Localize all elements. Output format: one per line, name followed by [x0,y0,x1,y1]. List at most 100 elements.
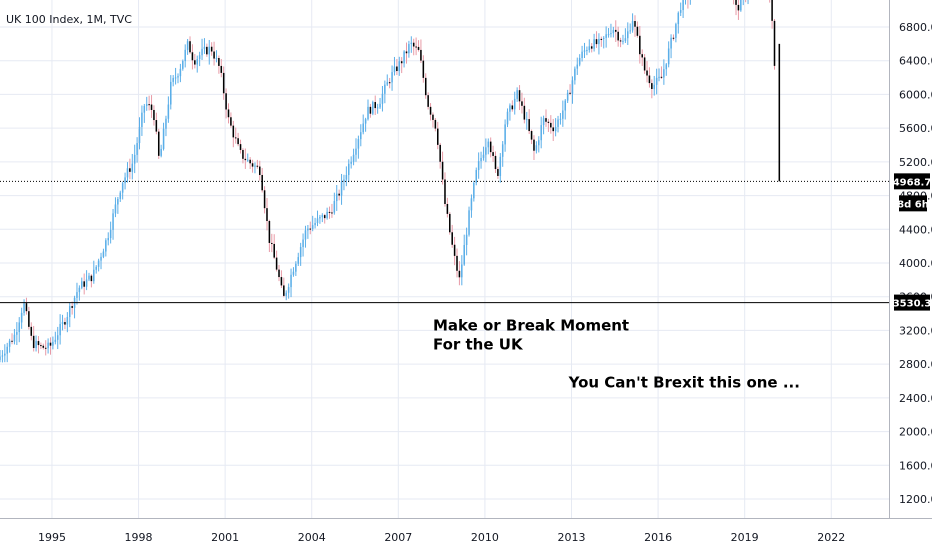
candle [93,260,95,284]
candle [13,328,16,345]
candle [350,156,352,169]
candle-body [672,37,675,39]
candle [129,158,131,180]
candle [18,317,21,343]
x-tick-label: 2007 [384,531,412,544]
candle [557,115,559,133]
candle [458,261,461,286]
candle-body [30,326,33,336]
candle [109,221,112,244]
candle [559,113,562,125]
chart-title: UK 100 Index, 1M, TVC [6,13,132,26]
candle-body [420,49,422,61]
candle-body [76,292,78,298]
candle-body [778,43,781,182]
candle-body [283,285,285,296]
candle-body [256,165,259,167]
candle [307,224,309,239]
candle-body [285,292,288,296]
candle-body [624,38,627,41]
candle [682,0,684,18]
candle-body [61,322,64,325]
candle-body [278,269,280,278]
candle-body [232,125,235,138]
candle-body [468,210,470,235]
candle [629,23,631,34]
candle [523,97,526,124]
candle [266,197,268,231]
candle [641,49,643,66]
candle [172,75,174,87]
candle [477,152,480,179]
candle [434,118,437,132]
candle [319,214,321,224]
candle-body [302,239,304,248]
x-axis-ticks: 1995 1998 2001 2004 2007 2010 2013 2016 2019 2022 [38,531,845,544]
candle [398,56,401,76]
candle-body [566,92,569,101]
y-tick-label: 1200.0 [899,493,932,506]
candle [552,118,554,141]
candle [16,322,18,345]
candle-body [230,117,232,126]
candle-body [557,119,559,128]
candle-body [117,198,119,205]
chart-annotation[interactable]: You Can't Brexit this one ... [568,374,800,392]
x-tick-label: 2010 [471,531,499,544]
candle [278,264,280,282]
candle [773,18,776,70]
candle-body [136,143,138,155]
candle [485,138,487,163]
candle-body [576,64,579,69]
candle [206,43,208,57]
candle-body [299,247,302,258]
candle [203,38,206,54]
candle-body [412,42,415,47]
candle [170,75,172,110]
candle-body [131,163,134,172]
candle [740,0,742,12]
candle-body [254,165,256,167]
candle-body [203,46,206,49]
candle-body [328,211,331,213]
candle [379,97,381,109]
candle [97,258,100,272]
candle [68,302,71,328]
candle-body [275,257,278,270]
candle [376,103,379,114]
candle [614,20,617,42]
candle-body [100,256,102,261]
candle [230,112,232,128]
candle [138,117,141,150]
price-levels [0,180,889,304]
candle [364,117,367,132]
candle-body [473,182,475,199]
candle [275,250,278,272]
candle [49,337,52,355]
candle [35,335,37,352]
candle-body [441,161,444,180]
candle-body [25,303,28,312]
candle-body [429,106,432,115]
chart-annotation[interactable]: Make or Break Moment For the UK [433,316,629,353]
candle-body [439,144,441,162]
candle [340,173,343,205]
candle [427,92,429,110]
candle [677,11,680,34]
candle [494,151,497,174]
candle-body [66,317,69,325]
price-tags: 4968.7 3530.3 8d 6h [893,173,931,311]
candle [396,59,398,76]
candle [107,232,110,246]
candle-body [295,263,297,272]
candle-body [6,346,8,354]
candle [4,344,6,363]
candle-body [280,277,283,286]
candle-body [44,347,47,349]
candle [660,66,663,79]
candle [148,95,150,111]
candle-body [141,112,143,127]
candle-body [610,33,612,35]
candle-body [364,119,367,124]
